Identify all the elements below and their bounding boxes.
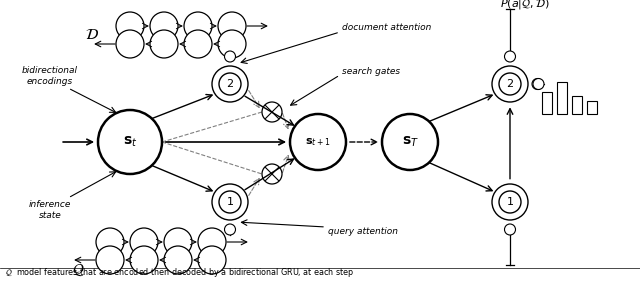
Circle shape <box>116 30 144 58</box>
Circle shape <box>492 66 528 102</box>
Circle shape <box>218 30 246 58</box>
Circle shape <box>532 78 543 89</box>
Circle shape <box>499 191 521 213</box>
Circle shape <box>492 184 528 220</box>
Text: $\mathcal{D}$: $\mathcal{D}$ <box>85 28 99 43</box>
Text: 2: 2 <box>506 79 513 89</box>
Circle shape <box>262 164 282 184</box>
Text: inference
state: inference state <box>29 200 71 220</box>
Circle shape <box>499 73 521 95</box>
Circle shape <box>219 73 241 95</box>
Circle shape <box>198 246 226 274</box>
FancyBboxPatch shape <box>542 92 552 114</box>
Text: 1: 1 <box>506 197 513 207</box>
Circle shape <box>218 12 246 40</box>
Circle shape <box>116 12 144 40</box>
FancyBboxPatch shape <box>587 101 597 114</box>
Circle shape <box>382 114 438 170</box>
Circle shape <box>262 102 282 122</box>
Circle shape <box>212 66 248 102</box>
Circle shape <box>533 78 544 89</box>
Text: $\mathbf{s}_T$: $\mathbf{s}_T$ <box>401 135 419 149</box>
Circle shape <box>96 246 124 274</box>
Circle shape <box>150 30 178 58</box>
Circle shape <box>164 228 192 256</box>
Circle shape <box>504 224 515 235</box>
Circle shape <box>184 30 212 58</box>
Text: search gates: search gates <box>342 68 400 76</box>
Text: bidirectional
encodings: bidirectional encodings <box>22 66 78 86</box>
Circle shape <box>225 51 236 62</box>
Text: $\mathbf{s}_t$: $\mathbf{s}_t$ <box>123 135 137 149</box>
Circle shape <box>219 191 241 213</box>
Text: query attention: query attention <box>328 227 398 237</box>
Circle shape <box>96 228 124 256</box>
Circle shape <box>290 114 346 170</box>
Text: $\mathcal{Q}$: $\mathcal{Q}$ <box>72 262 84 278</box>
Circle shape <box>198 228 226 256</box>
Text: $\mathcal{Q}$  model features that are encoded then decoded by a bidirectional G: $\mathcal{Q}$ model features that are en… <box>5 266 355 279</box>
Circle shape <box>130 228 158 256</box>
Text: 1: 1 <box>227 197 234 207</box>
Circle shape <box>150 12 178 40</box>
FancyBboxPatch shape <box>572 96 582 114</box>
Text: $P(a|\mathcal{Q},\mathcal{D})$: $P(a|\mathcal{Q},\mathcal{D})$ <box>500 0 550 11</box>
Circle shape <box>504 51 515 62</box>
FancyBboxPatch shape <box>557 82 567 114</box>
Text: $\mathbf{s}_{t+1}$: $\mathbf{s}_{t+1}$ <box>305 136 331 148</box>
Circle shape <box>164 246 192 274</box>
Circle shape <box>130 246 158 274</box>
Circle shape <box>225 224 236 235</box>
Circle shape <box>184 12 212 40</box>
Text: document attention: document attention <box>342 24 431 32</box>
Circle shape <box>98 110 162 174</box>
Circle shape <box>212 184 248 220</box>
Text: 2: 2 <box>227 79 234 89</box>
